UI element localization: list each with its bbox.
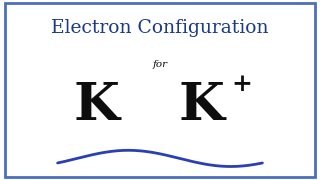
Text: Electron Configuration: Electron Configuration xyxy=(51,19,269,37)
Text: K: K xyxy=(179,80,225,131)
Text: K: K xyxy=(73,80,119,131)
Text: for: for xyxy=(152,60,168,69)
Text: +: + xyxy=(231,72,252,96)
